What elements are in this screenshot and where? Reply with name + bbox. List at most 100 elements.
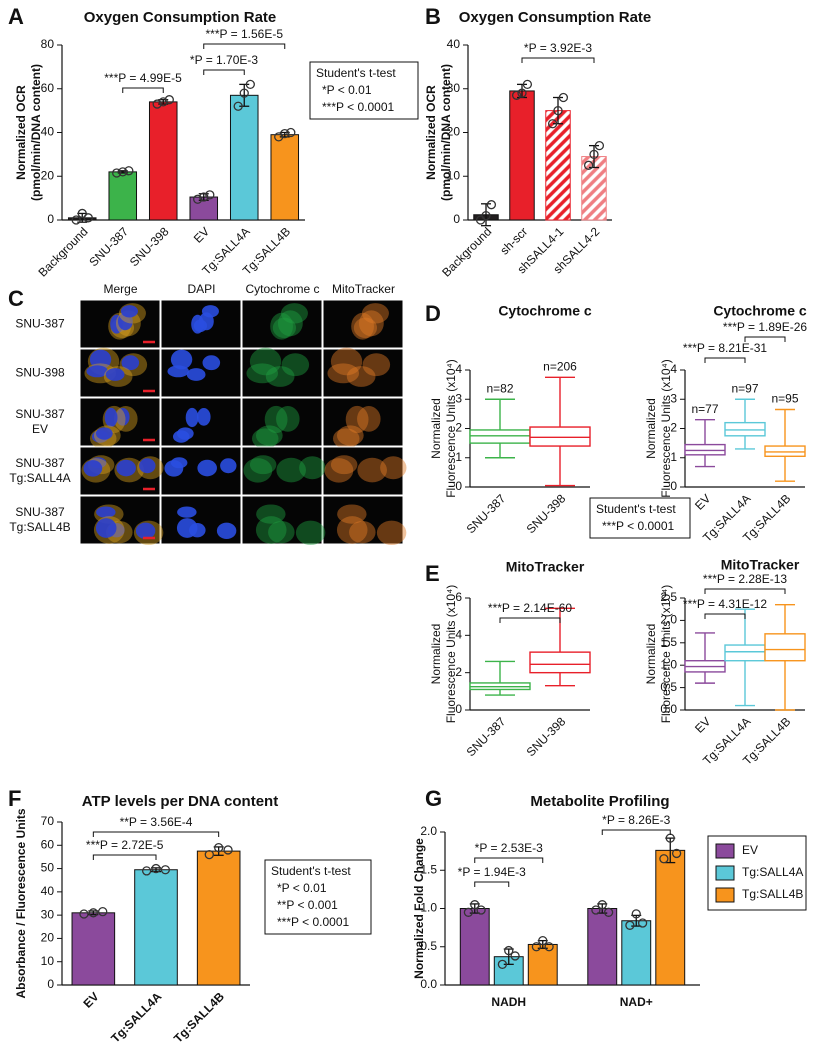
y-tick-label: 0.5 (660, 680, 677, 694)
significance-label: *P = 3.92E-3 (524, 41, 592, 55)
data-point (497, 959, 508, 969)
micrograph-content (324, 455, 407, 483)
micrograph-content (270, 303, 308, 340)
box (529, 651, 591, 674)
panel-label: A (8, 4, 24, 29)
x-tick-label: EV (191, 224, 212, 245)
micrograph-content (251, 405, 300, 449)
data-point (199, 192, 209, 202)
y-axis-label: (pmol/min/DNA content) (439, 64, 453, 201)
y-tick-label: 2 (670, 421, 677, 435)
data-point (510, 951, 520, 961)
data-point (531, 942, 542, 952)
x-tick-label: sh-scr (497, 224, 530, 257)
x-tick-label: Tg:SALL4A (108, 989, 164, 1045)
y-tick-label: 4 (455, 628, 462, 642)
micrograph-content (108, 303, 155, 344)
y-axis-label: Fluorescence Units (x10⁴) (444, 585, 458, 724)
y-tick-label: 0 (47, 977, 54, 991)
micrograph-content (191, 305, 219, 334)
cell-stain (330, 347, 363, 376)
n-label: n=97 (731, 381, 758, 395)
cell-stain (268, 520, 295, 544)
cell-stain (361, 303, 389, 324)
nucleus (86, 365, 109, 378)
box (684, 443, 726, 456)
stats-text: Student's t-test (596, 502, 676, 516)
significance-label: ***P = 4.31E-12 (683, 597, 768, 611)
cell-stain (357, 406, 381, 432)
cell-stain (336, 516, 368, 544)
column-header: Merge (103, 282, 137, 296)
bar (148, 101, 178, 221)
significance-bracket (203, 69, 245, 75)
row-label: SNU-387 (15, 456, 65, 470)
y-axis-label: Normalized (429, 624, 443, 685)
significance-bracket (499, 617, 561, 623)
n-label: n=206 (543, 359, 577, 373)
y-tick-label: 6 (455, 590, 462, 604)
panel-label: E (425, 561, 440, 586)
data-point (589, 149, 599, 160)
significance-bracket (704, 613, 746, 619)
significance-bracket (474, 881, 510, 887)
y-tick-label: 30 (447, 81, 461, 95)
cell-stain (357, 457, 387, 483)
data-point (151, 863, 161, 874)
y-tick-label: 1 (670, 450, 677, 464)
significance-label: ***P = 2.14E-60 (488, 601, 573, 615)
nucleus (95, 427, 113, 440)
stats-text: *P < 0.01 (322, 83, 372, 97)
data-point (671, 848, 682, 859)
micrograph-content (176, 506, 237, 540)
nucleus (116, 408, 130, 426)
micrograph-content (246, 347, 310, 387)
data-point (625, 920, 635, 930)
n-label: n=95 (771, 392, 798, 406)
y-tick-label: 50 (41, 861, 55, 875)
micrograph (322, 348, 404, 398)
bar (509, 90, 535, 221)
significance-label: *P = 8.26E-3 (602, 813, 670, 827)
nucleus (121, 355, 140, 371)
row-label: Tg:SALL4A (9, 471, 70, 485)
data-point (583, 160, 594, 170)
stats-box (309, 61, 419, 120)
stats-box (264, 859, 372, 935)
y-tick-label: 1.5 (420, 862, 437, 876)
data-point (544, 942, 554, 952)
y-tick-label: 1 (455, 450, 462, 464)
data-point (160, 865, 171, 875)
nucleus (176, 427, 194, 440)
box (529, 426, 591, 447)
y-axis-label: Fluorescence Units (x10⁴) (444, 359, 458, 498)
cell-stain (255, 425, 283, 446)
cell-stain (362, 353, 391, 377)
nucleus (83, 460, 103, 477)
significance-label: ***P = 4.99E-5 (104, 71, 182, 85)
cell-stain (276, 406, 300, 432)
nucleus (216, 522, 237, 540)
nucleus (104, 407, 118, 428)
micrograph-content (93, 504, 164, 546)
data-point (603, 907, 614, 917)
cell-stain (280, 303, 308, 324)
bar (459, 908, 490, 986)
significance-label: ***P = 2.72E-5 (86, 838, 164, 852)
data-point (280, 128, 290, 139)
data-point (631, 909, 641, 919)
nucleus (89, 349, 112, 370)
data-point (152, 99, 162, 109)
data-point (591, 905, 601, 915)
legend-swatch (715, 843, 735, 859)
nucleus (197, 459, 217, 477)
x-tick-label: SNU-398 (524, 714, 569, 759)
chart-title: Cytochrome c (498, 303, 592, 319)
data-point (558, 92, 569, 103)
data-point (594, 140, 605, 151)
significance-bracket (521, 57, 595, 63)
data-point (486, 200, 497, 210)
significance-label: *P = 2.53E-3 (475, 841, 543, 855)
cell-stain (276, 457, 306, 483)
nucleus (116, 459, 136, 477)
